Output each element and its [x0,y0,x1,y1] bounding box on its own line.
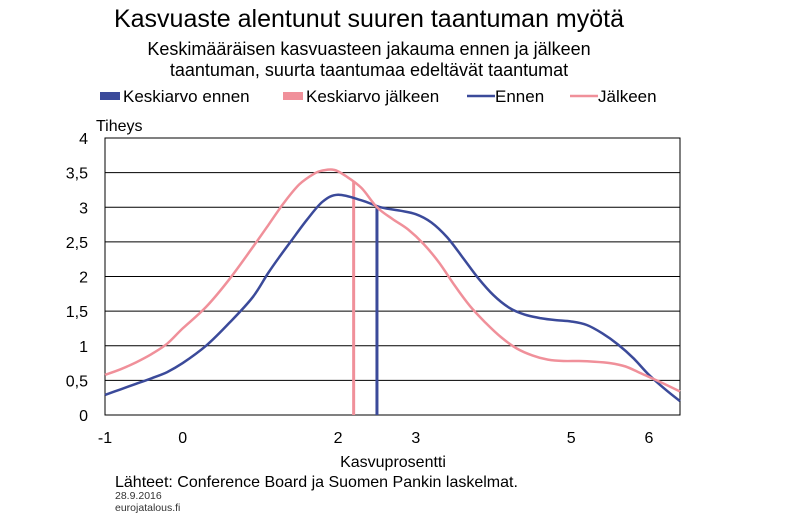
y-axis-title: Tiheys [96,118,143,135]
x-tick-label: 3 [411,430,420,447]
y-tick-label: 1,5 [66,304,88,321]
y-tick-label: 2 [79,270,88,287]
series-lines [104,168,681,403]
chart-subtitle-line-2: taantuman, suurta taantumaa edeltävät ta… [170,60,568,80]
chart-title: Kasvuaste alentunut suuren taantuman myö… [114,5,624,33]
date-note: 28.9.2016 [115,490,162,502]
y-tick-label: 0 [79,408,88,425]
x-tick-label: 2 [334,430,343,447]
legend-swatch [100,92,120,100]
mean-markers [352,180,379,415]
chart-legend: Keskiarvo ennen Keskiarvo jälkeen Ennen Jäl… [100,87,657,106]
legend-label: Jälkeen [598,87,657,106]
legend-label: Ennen [495,87,544,106]
x-axis-ticks: -1 0 2 3 5 6 [98,430,654,447]
chart-subtitle-line-1: Keskimääräisen kasvuasteen jakauma ennen… [147,39,590,59]
x-tick-label: 6 [644,430,653,447]
series-line [104,168,681,393]
y-tick-label: 4 [79,131,88,148]
x-tick-label: 0 [178,430,187,447]
y-tick-label: 3 [79,200,88,217]
legend-swatch [283,92,303,100]
x-tick-label: -1 [98,430,112,447]
legend-label: Keskiarvo jälkeen [306,87,439,106]
x-axis-title: Kasvuprosentti [340,454,446,471]
source-note: Lähteet: Conference Board ja Suomen Pank… [115,474,518,491]
x-tick-label: 5 [567,430,576,447]
y-tick-label: 0,5 [66,373,88,390]
y-tick-label: 1 [79,339,88,356]
legend-label: Keskiarvo ennen [123,87,250,106]
site-note: eurojatalous.fi [115,502,180,514]
grid-lines [104,137,681,416]
y-tick-label: 3,5 [66,166,88,183]
y-axis-ticks: 0 0,5 1 1,5 2 2,5 3 3,5 4 [66,131,88,425]
series-line [104,193,681,403]
plot-frame [104,137,681,416]
y-tick-label: 2,5 [66,235,88,252]
